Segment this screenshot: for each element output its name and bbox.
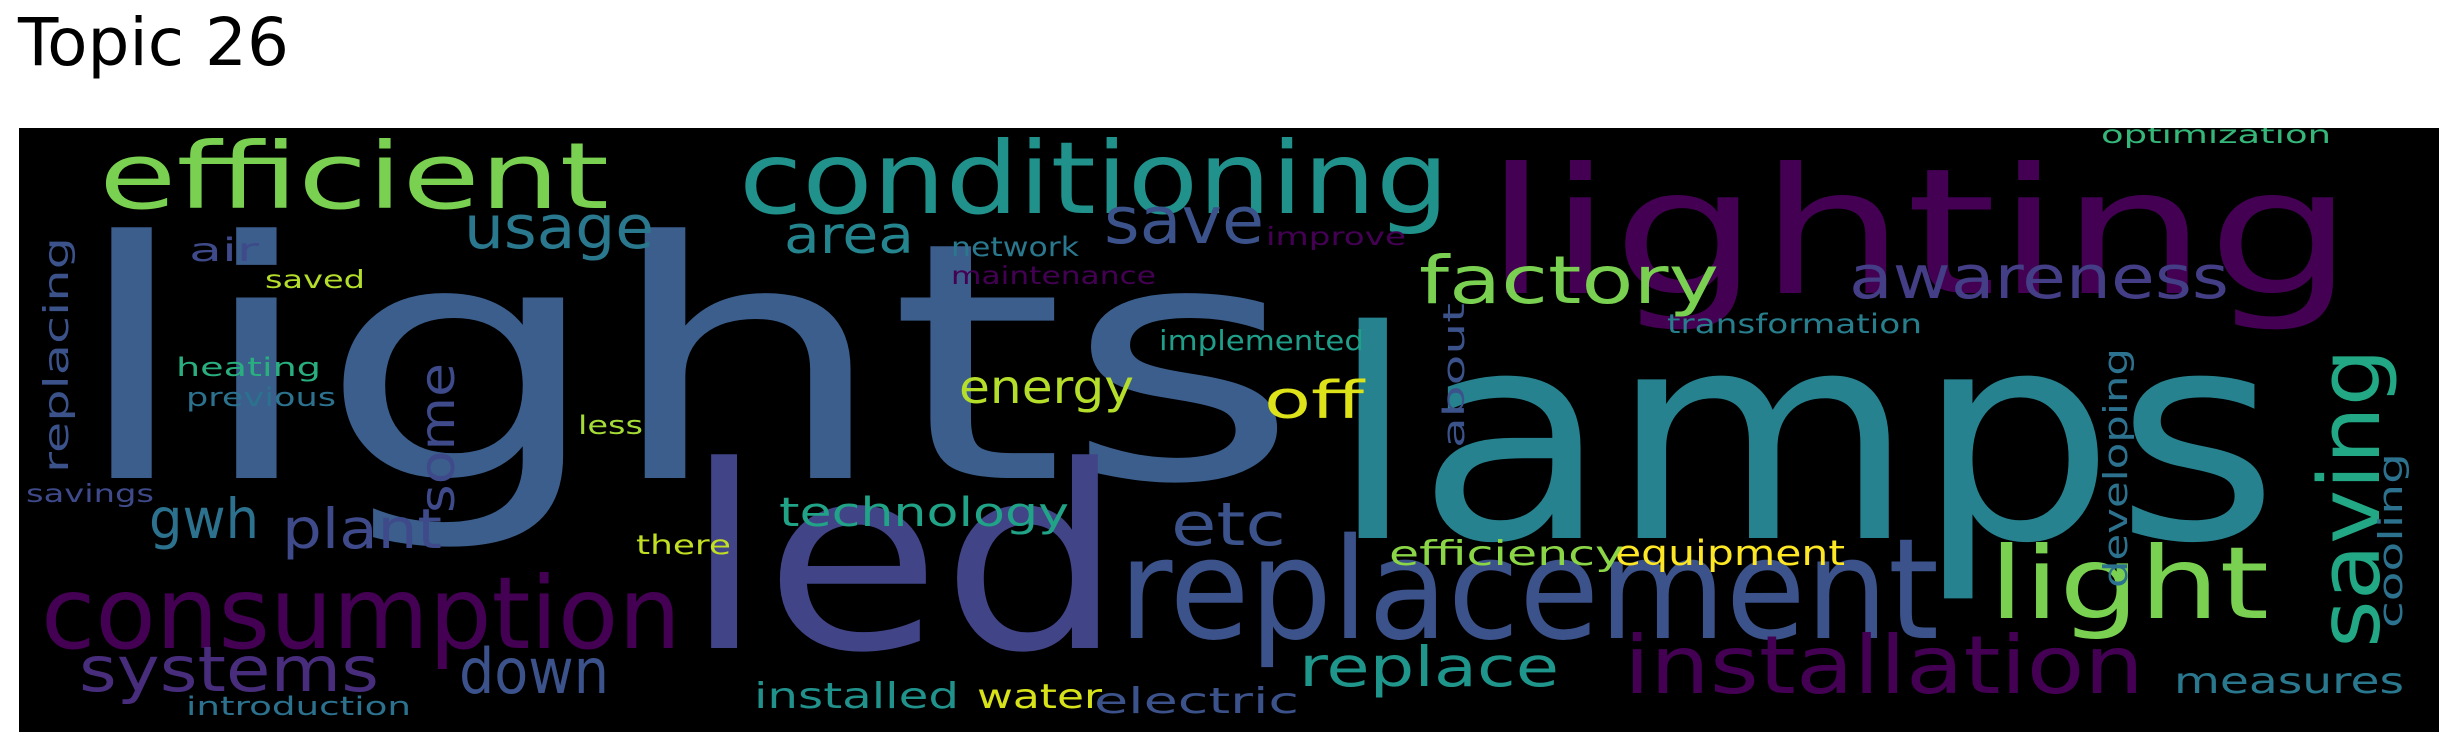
word-air: air bbox=[189, 231, 260, 269]
word-savings: savings bbox=[26, 479, 154, 508]
word-saving: saving bbox=[2301, 348, 2400, 648]
word-awareness: awareness bbox=[1849, 243, 2229, 313]
word-network: network bbox=[951, 232, 1079, 263]
word-introduction: introduction bbox=[186, 692, 411, 722]
word-equipment: equipment bbox=[1615, 534, 1845, 574]
word-about: about bbox=[1437, 303, 1471, 448]
word-previous: previous bbox=[186, 383, 336, 413]
word-light: light bbox=[1989, 525, 2269, 642]
word-cloud: lights lamps lighting led replacement conditi… bbox=[19, 128, 2439, 732]
figure-title: Topic 26 bbox=[18, 4, 289, 81]
word-cooling: cooling bbox=[2371, 453, 2410, 628]
word-electric: electric bbox=[1094, 681, 1299, 722]
word-some: some bbox=[410, 363, 466, 513]
word-technology: technology bbox=[779, 490, 1069, 536]
word-systems: systems bbox=[79, 633, 379, 706]
word-save: save bbox=[1104, 184, 1264, 259]
word-gwh: gwh bbox=[149, 487, 259, 551]
word-saved: saved bbox=[265, 265, 365, 294]
word-factory: factory bbox=[1419, 242, 1719, 319]
word-led: led bbox=[684, 412, 1124, 709]
word-off: off bbox=[1264, 371, 1366, 431]
word-consumption: consumption bbox=[41, 555, 681, 672]
word-usage: usage bbox=[464, 193, 654, 263]
word-area: area bbox=[784, 206, 914, 266]
word-lighting: lighting bbox=[1484, 132, 2354, 335]
word-etc: etc bbox=[1171, 490, 1286, 560]
word-there: there bbox=[636, 530, 731, 561]
word-plant: plant bbox=[282, 497, 442, 561]
cloud-background bbox=[19, 128, 2439, 732]
word-heating: heating bbox=[176, 353, 321, 383]
word-conditioning: conditioning bbox=[739, 128, 1449, 237]
word-implemented: implemented bbox=[1159, 324, 1364, 357]
word-installation: installation bbox=[1624, 619, 2144, 712]
word-down: down bbox=[459, 635, 609, 708]
word-efficiency: efficiency bbox=[1389, 534, 1624, 574]
word-efficient: efficient bbox=[99, 128, 609, 230]
word-water: water bbox=[977, 677, 1102, 717]
word-measures: measures bbox=[2174, 661, 2404, 702]
word-improve: improve bbox=[1266, 222, 1406, 251]
word-maintenance: maintenance bbox=[951, 261, 1156, 290]
word-developing: developing bbox=[2096, 348, 2135, 588]
word-optimization: optimization bbox=[2101, 128, 2331, 149]
word-replacing: replacing bbox=[37, 237, 77, 473]
word-less: less bbox=[578, 411, 643, 441]
word-lights: lights bbox=[69, 172, 1299, 556]
word-installed: installed bbox=[754, 676, 959, 717]
word-energy: energy bbox=[959, 360, 1134, 414]
word-replacement: replacement bbox=[1119, 509, 1939, 672]
word-replace: replace bbox=[1299, 635, 1559, 699]
word-lamps: lamps bbox=[1329, 270, 2279, 607]
word-transformation: transformation bbox=[1667, 309, 1922, 340]
